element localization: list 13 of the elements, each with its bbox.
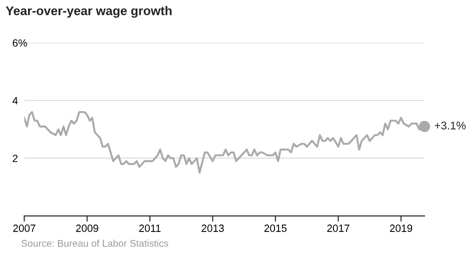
x-tick-label: 2007 (13, 224, 36, 232)
x-tick-label: 2011 (139, 224, 161, 232)
chart-title: Year-over-year wage growth (6, 6, 172, 18)
y-tick-label: 6% (12, 39, 27, 47)
x-tick-label: 2019 (390, 224, 412, 232)
x-tick-label: 2015 (264, 224, 287, 232)
y-tick-label: 2 (12, 154, 18, 162)
x-tick-label: 2013 (202, 224, 224, 232)
x-tick-label: 2009 (76, 224, 98, 232)
source-note: Source: Bureau of Labor Statistics (21, 240, 168, 247)
data-label: +3.1% (434, 122, 466, 130)
y-tick-label: 4 (12, 97, 18, 104)
x-tick-label: 2017 (327, 224, 350, 232)
